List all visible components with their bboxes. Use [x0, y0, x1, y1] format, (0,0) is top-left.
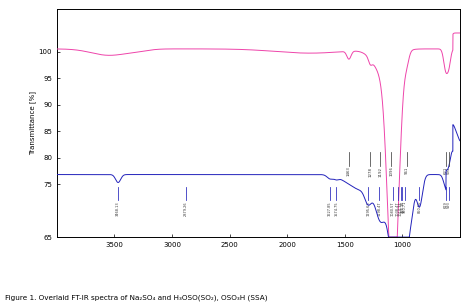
Text: 998.36: 998.36 [401, 201, 404, 213]
Text: 1295.63: 1295.63 [366, 201, 370, 216]
Text: 593: 593 [447, 167, 451, 174]
Text: 1463: 1463 [347, 167, 351, 177]
Text: 1192: 1192 [378, 167, 382, 177]
Text: 2879.26: 2879.26 [184, 201, 188, 216]
Text: Figure 1. Overlaid FT-IR spectra of Na₂SO₄ and H₃OSO(SO₂), OSO₃H (SSA): Figure 1. Overlaid FT-IR spectra of Na₂S… [5, 295, 267, 301]
Text: 1014.34: 1014.34 [399, 201, 402, 216]
Text: 1198.47: 1198.47 [377, 201, 382, 216]
Text: 1038.47: 1038.47 [396, 201, 400, 216]
Text: 1627.85: 1627.85 [328, 201, 332, 216]
Y-axis label: Transmittance [%]: Transmittance [%] [29, 91, 36, 155]
Text: 1096: 1096 [389, 167, 393, 177]
Text: 3468.13: 3468.13 [116, 201, 120, 216]
Text: 593: 593 [447, 201, 451, 208]
Text: 980.71: 980.71 [402, 201, 407, 213]
Text: 619: 619 [444, 201, 448, 208]
Text: 1080.57: 1080.57 [391, 201, 395, 216]
Text: 621: 621 [444, 167, 448, 174]
Text: 850.60: 850.60 [418, 201, 421, 213]
Text: 961: 961 [405, 167, 409, 174]
Text: 1574.75: 1574.75 [334, 201, 338, 216]
Text: 1278: 1278 [368, 167, 372, 177]
